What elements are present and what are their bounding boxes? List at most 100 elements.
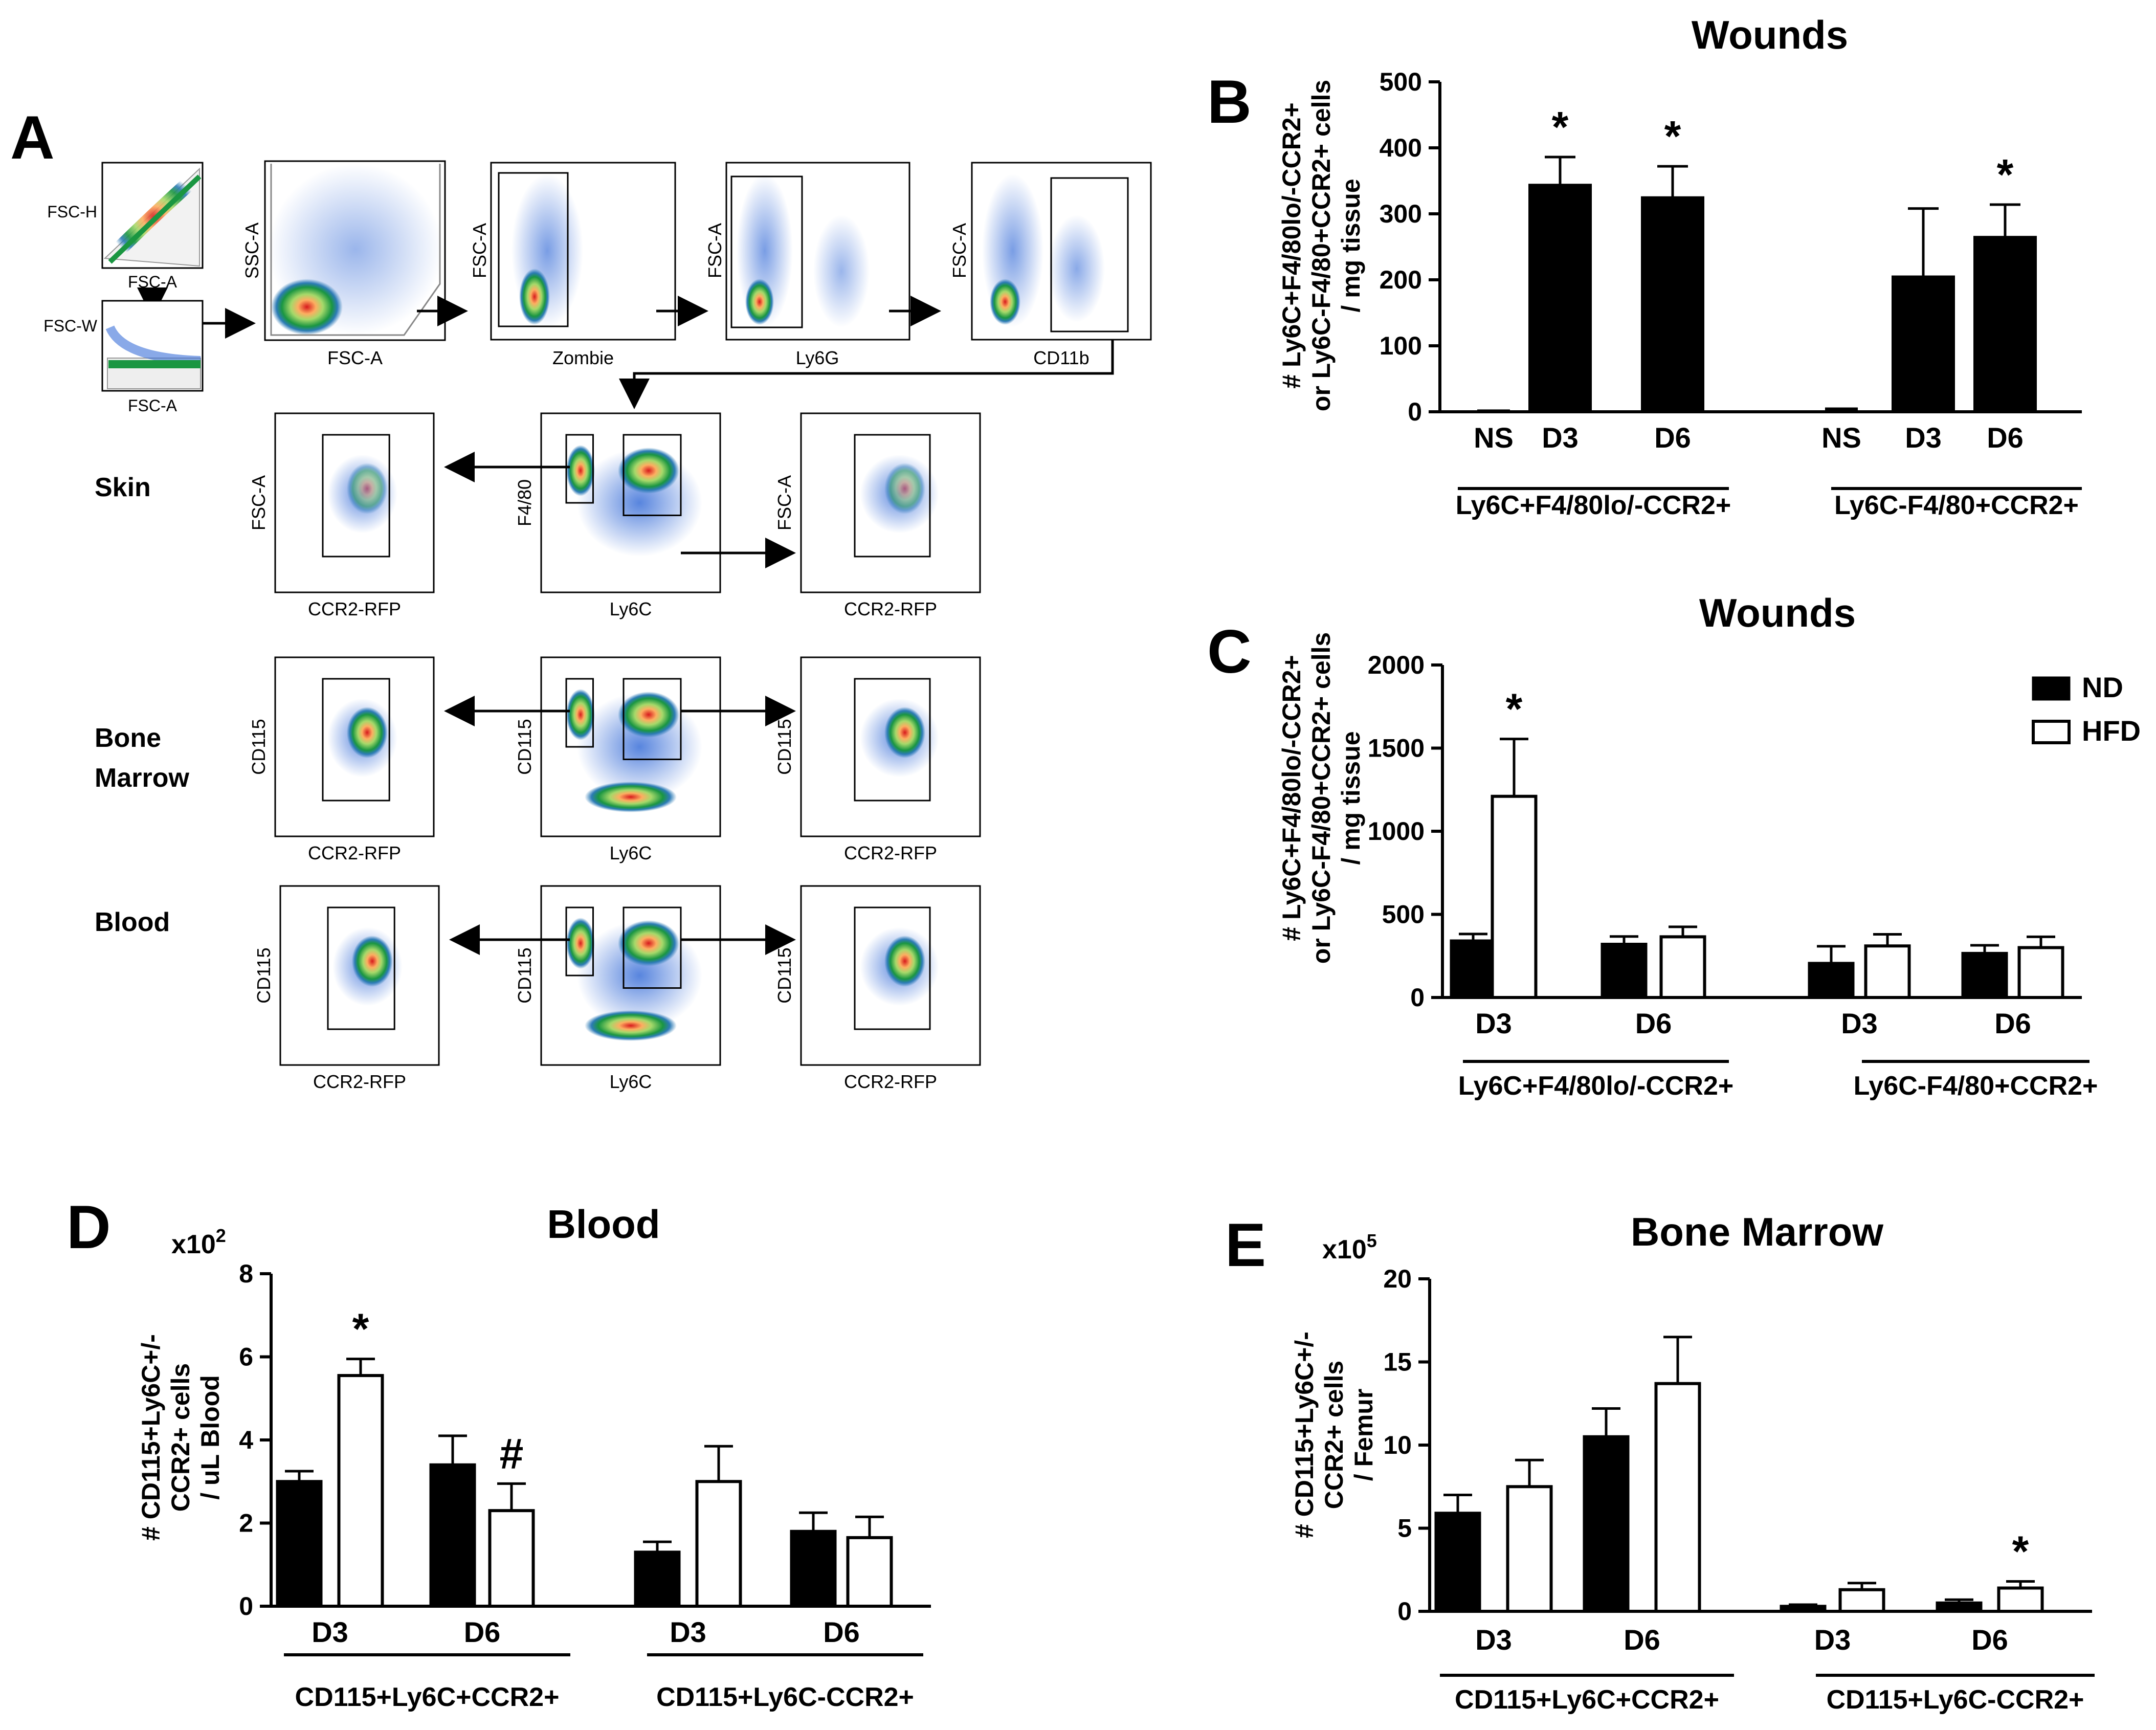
gating-plot-fscw: FSC-W FSC-A <box>43 300 204 415</box>
axis-label: CCR2-RFP <box>313 1071 406 1092</box>
significance-marker: * <box>352 1305 369 1353</box>
gating-plot-right: CCR2-RFP CD115 <box>774 885 981 1092</box>
bar <box>1825 407 1858 413</box>
y-tick-label: 15 <box>1383 1348 1412 1377</box>
axis-label: FSC-A <box>128 396 177 415</box>
x-category-label: D3 <box>1905 422 1942 454</box>
gate <box>322 434 390 558</box>
axis-label: CD115 <box>774 947 795 1003</box>
gating-panel: A FSC-H FSC-A FSC-W FSC-A SSC-A FSC-A <box>10 103 1152 1092</box>
scatter-density <box>884 936 925 987</box>
y-axis-label: # Ly6C+F4/80lo/-CCR2+ or Ly6C-F4/80+CCR2+… <box>1277 632 1365 964</box>
group-label: CD115+Ly6C+CCR2+ <box>295 1682 560 1712</box>
significance-marker: * <box>1506 685 1523 733</box>
scatter-density <box>618 448 679 494</box>
axis-label: Ly6G <box>796 347 839 368</box>
group-label: Ly6C-F4/80+CCR2+ <box>1854 1071 2098 1101</box>
bar <box>846 1536 893 1608</box>
scatter-density <box>884 463 925 514</box>
significance-marker: * <box>1997 150 2014 198</box>
gate <box>565 678 594 748</box>
group-label: Ly6C-F4/80+CCR2+ <box>1834 491 2079 520</box>
gating-plot-left: CCR2-RFP CD115 <box>248 656 435 863</box>
gating-plot-zombie: FSC-A Zombie <box>469 162 676 368</box>
axis-label: CD115 <box>774 719 795 774</box>
legend: ND HFD <box>2032 671 2141 747</box>
y-axis-label: # Ly6C+F4/80lo/-CCR2+ or Ly6C-F4/80+CCR2+… <box>1277 80 1365 411</box>
x-category-label: D6 <box>1994 1007 2031 1039</box>
y-tick-label: 1500 <box>1368 734 1425 763</box>
y-tick-label: 6 <box>239 1343 253 1371</box>
bar <box>1654 1382 1701 1613</box>
y-axis-label-line: # Ly6C+F4/80lo/-CCR2+ <box>1277 102 1306 388</box>
gating-plot-left: CCR2-RFP CD115 <box>253 885 440 1092</box>
gating-plot-left: CCR2-RFP FSC-A <box>248 412 435 619</box>
gate <box>854 678 931 802</box>
bar <box>429 1463 476 1608</box>
y-axis-label: # CD115+Ly6C+/- CCR2+ cells / uL Blood <box>137 1334 225 1541</box>
chart-panel-d: D Blood 0 2 4 6 8 # CD115+Ly6C+/- CCR2+ cells / u… <box>66 1193 931 1712</box>
panel-label-a: A <box>10 103 55 172</box>
x-category-label: D3 <box>1841 1007 1878 1039</box>
x-category-label: NS <box>1474 422 1514 454</box>
axis-multiplier: x105 <box>1322 1230 1377 1265</box>
significance-marker: * <box>1552 103 1569 151</box>
bar <box>2017 946 2064 999</box>
panel-label: D <box>66 1193 111 1261</box>
scatter-density <box>566 918 595 969</box>
axis-label: SSC-A <box>241 223 262 279</box>
bar <box>1961 951 2008 999</box>
bar <box>1892 275 1955 413</box>
x-category-label: D3 <box>1475 1007 1512 1039</box>
legend-swatch-hfd <box>2032 720 2071 744</box>
bar <box>1491 794 1538 999</box>
axis-label: Ly6C <box>610 598 652 619</box>
y-tick-label: 0 <box>1397 1597 1412 1626</box>
axis-label: CCR2-RFP <box>844 598 937 619</box>
axis-label: CD115 <box>514 719 535 774</box>
significance-marker: * <box>1664 112 1681 160</box>
y-axis-label-line: / mg tissue <box>1337 731 1365 864</box>
y-axis-label-line: / mg tissue <box>1337 179 1365 312</box>
gate <box>565 906 594 977</box>
y-axis-label-line: # CD115+Ly6C+/- <box>137 1334 165 1541</box>
y-axis-label-line: # CD115+Ly6C+/- <box>1290 1332 1319 1538</box>
x-category-label: D6 <box>1635 1007 1672 1039</box>
group-label: CD115+Ly6C+CCR2+ <box>1455 1685 1719 1715</box>
gate <box>623 678 682 760</box>
axis-label: CD11b <box>1033 347 1089 368</box>
gate <box>623 434 682 516</box>
y-tick-label: 20 <box>1383 1265 1412 1293</box>
y-tick-label: 4 <box>239 1426 253 1454</box>
bar <box>695 1480 742 1608</box>
axis-label: Zombie <box>552 347 614 368</box>
axis-multiplier-exponent: 2 <box>216 1225 226 1246</box>
bar <box>634 1550 681 1608</box>
scatter-density <box>618 692 679 738</box>
legend-label-nd: ND <box>2082 671 2123 703</box>
y-tick-label: 0 <box>239 1592 253 1621</box>
axis-label: CCR2-RFP <box>308 842 401 863</box>
legend-swatch-nd <box>2032 676 2071 701</box>
x-category-label: D6 <box>1987 422 2024 454</box>
x-category-label: D3 <box>1814 1624 1851 1656</box>
scatter-density <box>566 445 595 496</box>
bar <box>1583 1435 1630 1613</box>
scatter-density <box>585 1010 677 1041</box>
bar <box>1864 944 1911 999</box>
y-axis-label-line: / uL Blood <box>196 1375 225 1499</box>
scatter-density <box>351 936 393 987</box>
chart-title: Wounds <box>1692 12 1848 57</box>
gating-plot-center: Ly6C CD115 <box>514 656 721 863</box>
y-tick-label: 0 <box>1408 397 1422 426</box>
axis-label: FSC-A <box>469 223 490 278</box>
bar <box>1838 1588 1885 1613</box>
x-category-label: D6 <box>1971 1624 2008 1656</box>
x-category-label: D6 <box>1654 422 1691 454</box>
gating-plot-right: CCR2-RFP FSC-A <box>774 412 981 619</box>
axis-label: CCR2-RFP <box>308 598 401 619</box>
gate <box>565 434 594 504</box>
bar <box>1659 935 1706 999</box>
tissue-label: Blood <box>95 907 170 937</box>
